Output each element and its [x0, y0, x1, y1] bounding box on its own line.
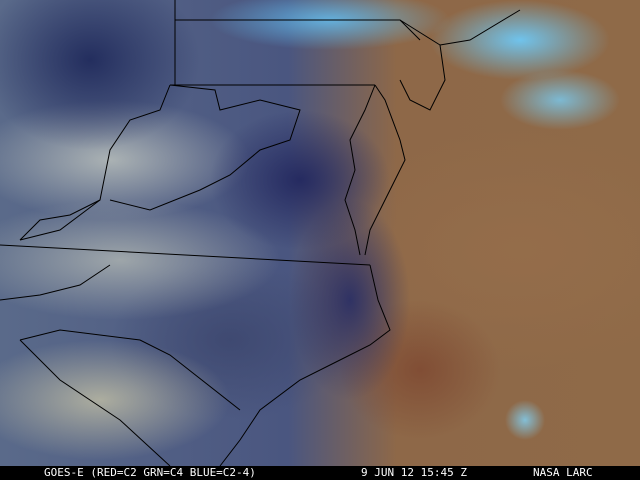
delmarva [364, 84, 406, 256]
nc-coast [219, 264, 391, 466]
wv-outline [19, 84, 301, 241]
credit-label: NASA LARC [533, 466, 593, 479]
ny-pa-line [175, 19, 421, 41]
ny-coast [439, 9, 521, 46]
chesapeake-bay [344, 84, 376, 256]
nj-outline [399, 19, 446, 111]
satellite-channels-label: GOES-E (RED=C2 GRN=C4 BLUE=C2-4) [44, 466, 256, 479]
va-nc-line [0, 244, 371, 266]
va-kentucky-line [19, 199, 101, 241]
tn-nc-line [0, 264, 111, 301]
goes-imagery [0, 0, 640, 466]
nc-sc-line [19, 329, 241, 411]
state-boundaries [0, 0, 521, 466]
sc-ga-line [19, 339, 171, 466]
image-caption: GOES-E (RED=C2 GRN=C4 BLUE=C2-4) 9 JUN 1… [0, 466, 640, 480]
datetime-label: 9 JUN 12 15:45 Z [361, 466, 467, 479]
